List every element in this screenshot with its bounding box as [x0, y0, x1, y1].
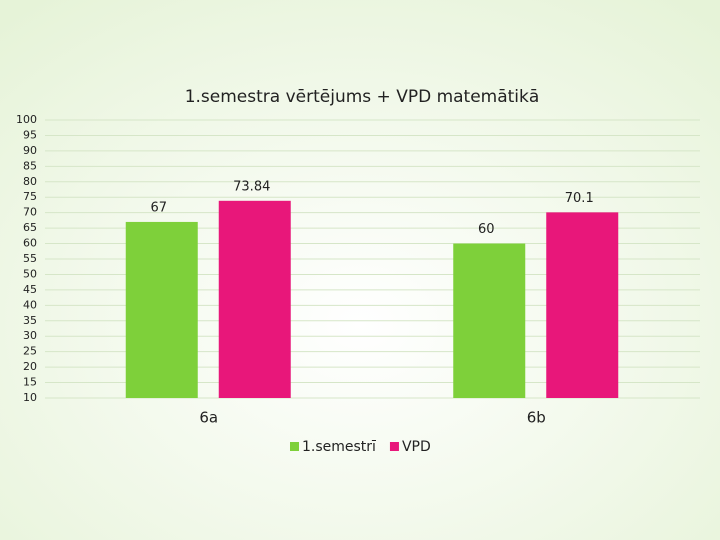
data-label: 73.84 [233, 179, 270, 194]
y-tick-label: 75 [23, 190, 37, 203]
x-tick-label: 6a [199, 409, 218, 427]
y-tick-label: 15 [23, 376, 37, 389]
legend-swatch [389, 442, 399, 451]
y-tick-label: 85 [23, 159, 37, 172]
y-tick-label: 45 [23, 283, 37, 296]
bar [453, 243, 526, 398]
y-tick-label: 100 [16, 113, 37, 126]
y-tick-label: 40 [23, 298, 37, 311]
data-label: 67 [150, 200, 167, 215]
y-tick-label: 30 [23, 329, 37, 342]
y-tick-label: 60 [23, 237, 37, 250]
y-tick-label: 90 [23, 144, 37, 157]
y-tick-label: 10 [23, 391, 37, 404]
data-label: 70.1 [565, 191, 594, 206]
y-tick-label: 35 [23, 314, 37, 327]
bar [546, 212, 619, 398]
legend-swatch [290, 442, 299, 451]
y-tick-label: 20 [23, 360, 37, 373]
bar [125, 221, 198, 398]
y-tick-label: 95 [23, 128, 37, 141]
bar [218, 200, 291, 398]
y-tick-label: 55 [23, 252, 37, 265]
chart-title: 1.semestra vērtējums + VPD matemātikā [185, 87, 540, 107]
legend-label: VPD [402, 439, 431, 455]
data-label: 60 [478, 222, 495, 237]
y-tick-label: 65 [23, 221, 37, 234]
y-tick-label: 70 [23, 206, 37, 219]
y-tick-label: 50 [23, 267, 37, 280]
legend-label: 1.semestrī [302, 439, 376, 455]
y-tick-label: 80 [23, 175, 37, 188]
y-tick-label: 25 [23, 345, 37, 358]
x-tick-label: 6b [527, 409, 546, 427]
